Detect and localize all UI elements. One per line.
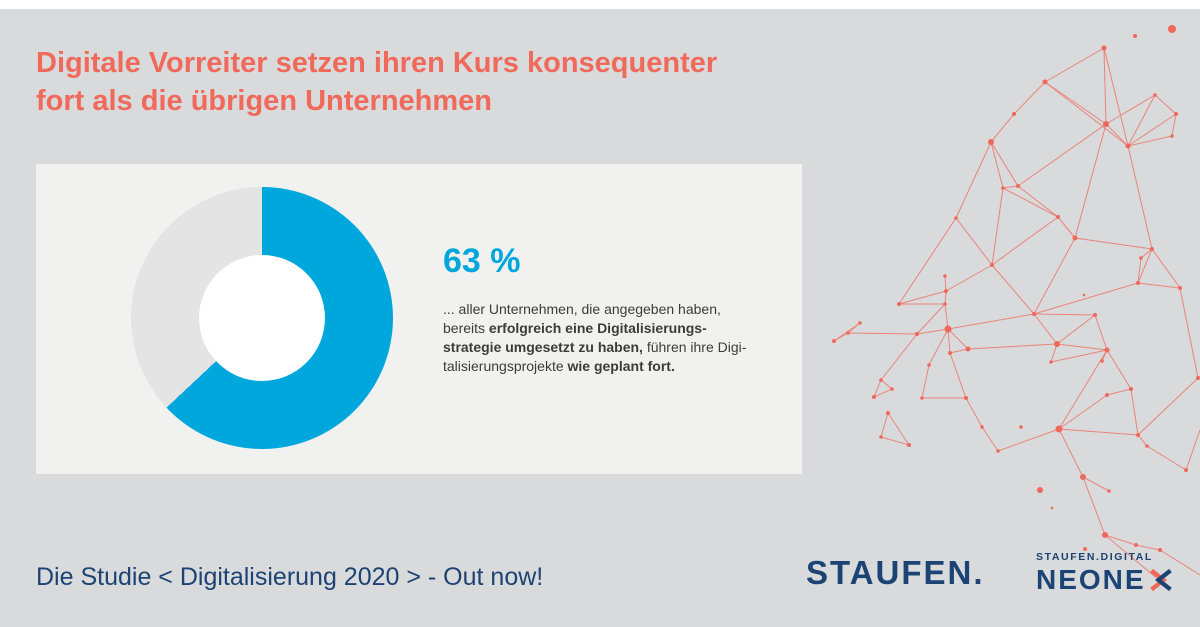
study-announcement: Die Studie < Digitalisierung 2020 > - Ou… <box>36 563 544 591</box>
neonex-wordmark: NEONE <box>1036 564 1174 596</box>
neonex-logo: STAUFEN.DIGITAL NEONE <box>1036 547 1174 596</box>
stat-value: 63 % <box>443 242 521 280</box>
neonex-x-icon <box>1149 568 1172 592</box>
stat-description: ... aller Unternehmen, die angegeben hab… <box>443 301 747 374</box>
page-title-line-1: Digitale Vorreiter setzen ihren Kurs kon… <box>36 47 718 79</box>
donut-chart-hole <box>199 255 325 381</box>
page-title: Digitale Vorreiter setzen ihren Kurs kon… <box>36 44 717 120</box>
neonex-overline-text: STAUFEN.DIGITAL <box>1036 551 1153 563</box>
page-title-line-2: fort als die übrigen Unternehmen <box>36 85 492 117</box>
network-constellation-decoration <box>832 25 1200 587</box>
staufen-logo: STAUFEN. <box>806 554 985 591</box>
neonex-overline: STAUFEN.DIGITAL <box>1036 547 1174 563</box>
donut-chart <box>131 187 393 449</box>
neonex-accent-dot <box>1083 547 1087 551</box>
stat-card: 63 % ... aller Unternehmen, die angegebe… <box>36 164 802 474</box>
top-strip <box>0 0 1200 9</box>
neonex-wordmark-text: NEONE <box>1036 564 1146 595</box>
